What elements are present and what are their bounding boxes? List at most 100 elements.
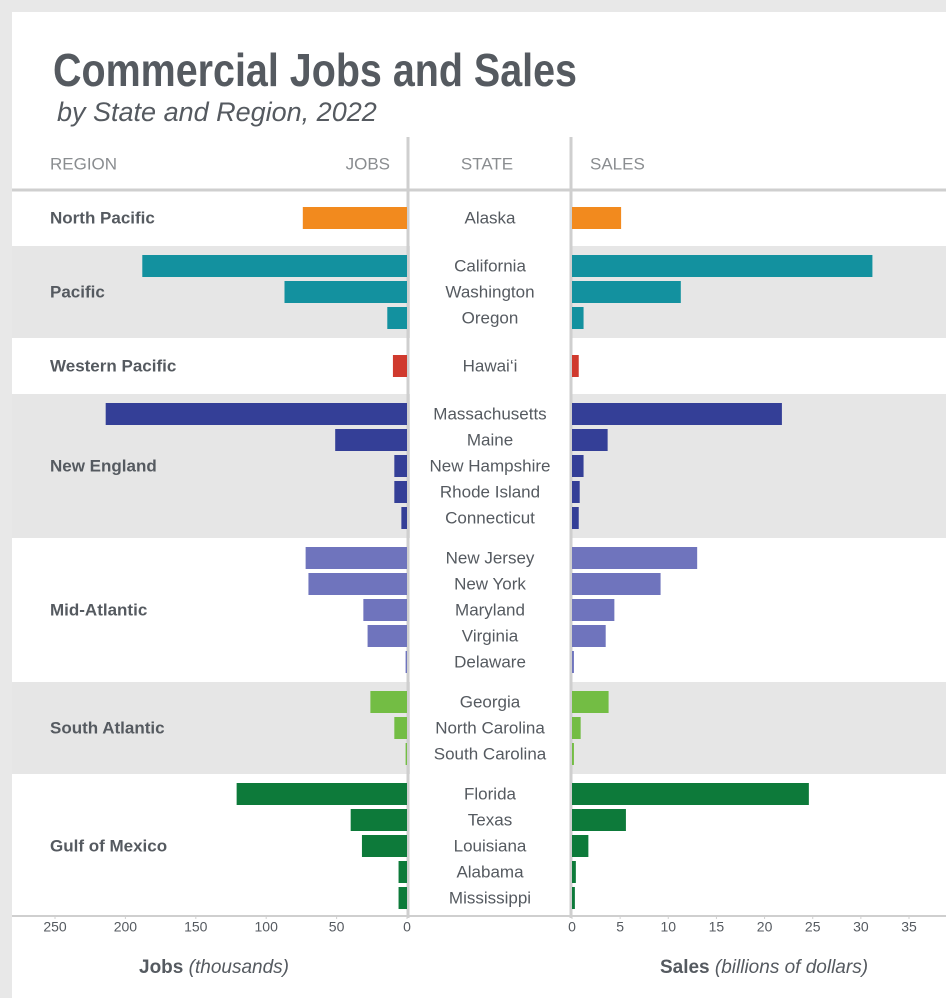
sales-bar	[572, 255, 873, 277]
sales-bar	[572, 507, 579, 529]
sales-bar	[572, 599, 615, 621]
jobs-bar	[236, 783, 407, 805]
state-label: Alaska	[464, 208, 516, 227]
jobs-bar	[361, 835, 407, 857]
sales-bar	[572, 307, 584, 329]
state-label: Oregon	[462, 308, 519, 327]
chart-subtitle: by State and Region, 2022	[57, 97, 377, 127]
region-label: South Atlantic	[50, 718, 165, 737]
x2-tick-label: 35	[901, 919, 917, 935]
jobs-bar	[305, 547, 407, 569]
state-label: Louisiana	[454, 836, 527, 855]
x-tick-label: 50	[329, 919, 345, 935]
chart-title: Commercial Jobs and Sales	[53, 44, 577, 96]
header: REGION	[50, 154, 117, 173]
jobs-bar	[392, 355, 407, 377]
state-label: Maine	[467, 430, 513, 449]
sales-bar	[572, 861, 576, 883]
sales-bar	[572, 207, 622, 229]
jobs-bar	[350, 809, 407, 831]
sales-bar	[572, 783, 809, 805]
state-label: Virginia	[462, 626, 519, 645]
jobs-bar	[370, 691, 407, 713]
sales-bar	[572, 403, 782, 425]
state-label: North Carolina	[435, 718, 545, 737]
header: JOBS	[346, 154, 390, 173]
jobs-bar	[394, 481, 407, 503]
state-label: Alabama	[456, 862, 524, 881]
state-label: Texas	[468, 810, 512, 829]
sales-bar	[572, 835, 589, 857]
state-label: New Hampshire	[430, 456, 551, 475]
state-label: California	[454, 256, 526, 275]
state-label: Rhode Island	[440, 482, 540, 501]
jobs-bar	[284, 281, 407, 303]
state-column	[410, 190, 570, 918]
x2-tick-label: 30	[853, 919, 869, 935]
state-label: Delaware	[454, 652, 526, 671]
sales-bar	[572, 625, 606, 647]
x2-axis-label: Sales (billions of dollars)	[660, 957, 868, 978]
header: SALES	[590, 154, 645, 173]
jobs-bar	[335, 429, 407, 451]
axis-unit: (billions of dollars)	[715, 957, 868, 978]
region-label: Western Pacific	[50, 356, 176, 375]
jobs-bar	[363, 599, 407, 621]
axis-name: Jobs	[139, 957, 183, 978]
state-label: Mississippi	[449, 888, 531, 907]
state-label: Maryland	[455, 600, 525, 619]
x2-tick-label: 25	[805, 919, 821, 935]
jobs-bar	[401, 507, 407, 529]
jobs-bar	[398, 887, 407, 909]
region-label: Gulf of Mexico	[50, 836, 167, 855]
axis-name: Sales	[660, 957, 710, 978]
x-tick-label: 100	[255, 919, 279, 935]
sales-bar	[572, 355, 579, 377]
sales-bar	[572, 547, 698, 569]
state-label: Hawai‘i	[463, 356, 518, 375]
state-label: Florida	[464, 784, 517, 803]
region-label: North Pacific	[50, 208, 155, 227]
sales-bar	[572, 743, 574, 765]
sales-bar	[572, 887, 575, 909]
x-tick-label: 200	[114, 919, 138, 935]
jobs-bar	[142, 255, 407, 277]
jobs-bar	[387, 307, 407, 329]
jobs-bar	[394, 717, 407, 739]
x2-tick-label: 15	[709, 919, 725, 935]
jobs-bar	[405, 743, 407, 765]
sales-bar	[572, 691, 609, 713]
state-label: Massachusetts	[433, 404, 546, 423]
x2-tick-label: 10	[660, 919, 676, 935]
x-axis-label: Jobs (thousands)	[139, 957, 289, 978]
state-label: Connecticut	[445, 508, 535, 527]
header: STATE	[461, 154, 513, 173]
sales-bar	[572, 429, 608, 451]
state-label: New Jersey	[446, 548, 535, 567]
sales-bar	[572, 281, 681, 303]
sales-bar	[572, 481, 580, 503]
jobs-bar	[398, 861, 407, 883]
x-tick-label: 150	[184, 919, 208, 935]
x2-tick-label: 5	[616, 919, 624, 935]
state-label: South Carolina	[434, 744, 547, 763]
sales-bar	[572, 455, 584, 477]
state-label: Georgia	[460, 692, 521, 711]
state-label: Washington	[445, 282, 534, 301]
sales-bar	[572, 651, 574, 673]
jobs-bar	[105, 403, 408, 425]
x-tick-label: 250	[43, 919, 67, 935]
x-tick-label: 0	[403, 919, 411, 935]
jobs-bar	[367, 625, 407, 647]
jobs-bar	[405, 651, 407, 673]
region-label: New England	[50, 456, 157, 475]
jobs-bar	[308, 573, 407, 595]
sales-bar	[572, 809, 626, 831]
axis-unit: (thousands)	[189, 957, 289, 978]
jobs-bar	[302, 207, 407, 229]
state-label: New York	[454, 574, 526, 593]
x2-tick-label: 20	[757, 919, 773, 935]
x2-tick-label: 0	[568, 919, 576, 935]
region-label: Pacific	[50, 282, 105, 301]
